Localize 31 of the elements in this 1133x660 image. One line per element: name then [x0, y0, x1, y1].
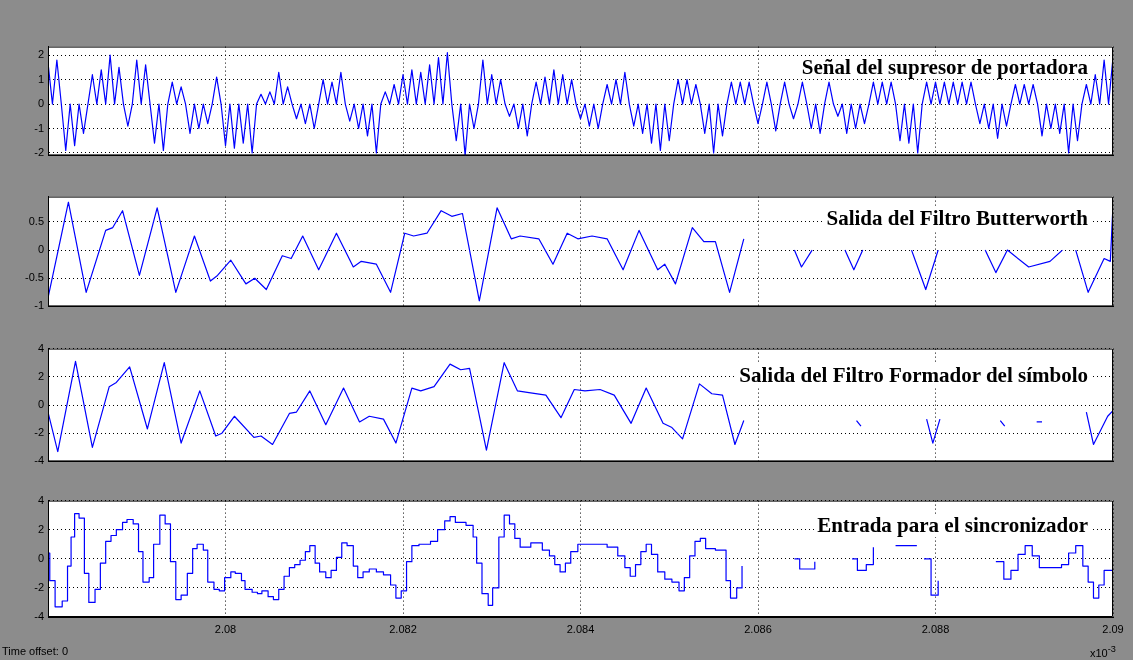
y-tick-label: 2 — [37, 48, 44, 61]
y-tick-label: -2 — [34, 580, 44, 593]
y-tick-label: 4 — [37, 493, 44, 506]
y-tick-label: 2 — [37, 522, 44, 535]
x-tick-label: 2.086 — [744, 622, 772, 635]
y-tick-label: 0 — [37, 243, 44, 256]
y-tick-label: 0.5 — [28, 214, 44, 227]
y-tick-label: -2 — [34, 426, 44, 439]
y-tick-label: -4 — [34, 454, 44, 467]
y-tick-label: -4 — [34, 610, 44, 623]
y-tick-label: 0 — [37, 97, 44, 110]
x-tick-label: 2.088 — [921, 622, 950, 635]
x-tick-label: 2.082 — [389, 622, 417, 635]
y-tick-label: 1 — [37, 72, 44, 85]
text: Time offset: 0 — [2, 645, 69, 658]
x-tick-label: 2.084 — [566, 622, 595, 635]
annotation: Señal del supresor de portadora — [799, 55, 1090, 79]
y-tick-label: 4 — [37, 341, 44, 354]
annotation: Salida del Filtro Butterworth — [824, 206, 1090, 230]
annotation: Entrada para el sincronizador — [815, 513, 1090, 537]
y-tick-label: -0.5 — [25, 271, 44, 284]
x-tick-label: 2.08 — [214, 622, 237, 635]
y-tick-label: 2 — [37, 369, 44, 382]
y-tick-label: -1 — [34, 299, 44, 312]
x-tick-label: 2.09 — [1102, 622, 1124, 635]
y-tick-label: -2 — [34, 145, 44, 158]
x-axis-title: x10$^{-3}$ — [1090, 643, 1116, 660]
y-tick-label: -1 — [34, 121, 44, 134]
y-tick-label: 0 — [37, 551, 44, 564]
y-tick-label: 0 — [37, 398, 44, 411]
annotation: Salida del Filtro Formador del símbolo — [737, 363, 1090, 387]
